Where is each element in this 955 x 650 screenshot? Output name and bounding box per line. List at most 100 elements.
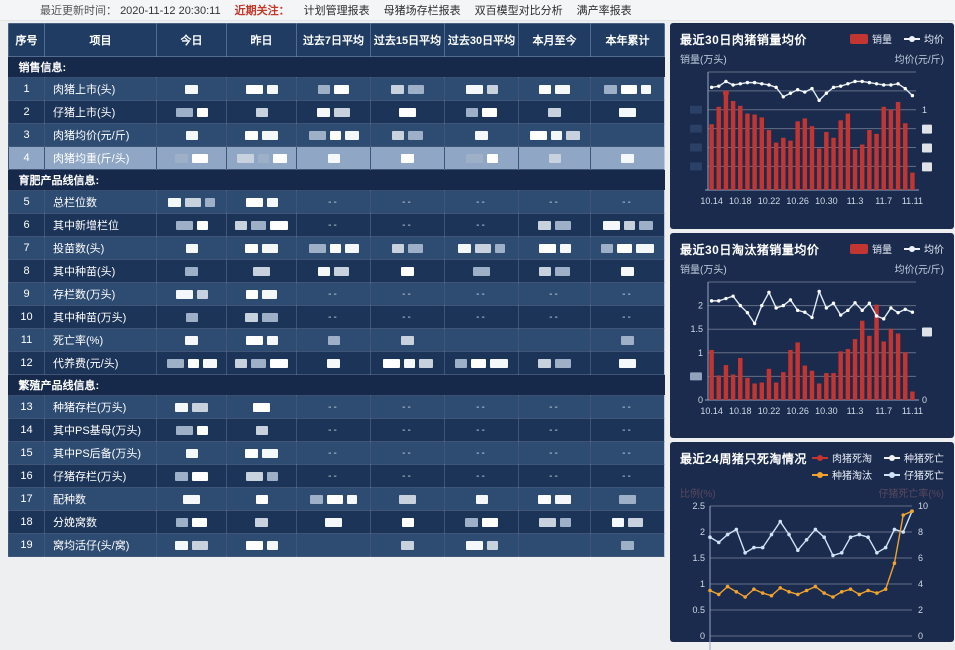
table-row[interactable]: 14 其中PS基母(万头) -- -- -- -- -- xyxy=(8,418,665,442)
svg-text:6: 6 xyxy=(918,553,923,563)
svg-text:1: 1 xyxy=(698,348,703,358)
redacted-value-block xyxy=(192,402,208,412)
table-row[interactable]: 17 配种数 xyxy=(8,487,665,511)
table-row[interactable]: 9 存栏数(万头) -- -- -- -- -- xyxy=(8,282,665,306)
table-row[interactable]: 7 投苗数(头) xyxy=(8,236,665,260)
redacted-value-block xyxy=(176,517,188,527)
data-cell xyxy=(518,100,591,124)
table-row[interactable]: 11 死亡率(%) xyxy=(8,328,665,352)
data-cell xyxy=(370,123,445,147)
report-link-model-compare[interactable]: 双百模型对比分析 xyxy=(474,5,563,17)
data-cell xyxy=(370,510,445,534)
legend-item-piglet-death[interactable]: 仔猪死亡 xyxy=(884,467,944,482)
cull-sales-chart-canvas: 10.14 10.18 10.22 10.26 10.30 11.3 11.7 11.11 2 1… xyxy=(690,281,932,416)
table-row[interactable]: 8 其中种苗(头) xyxy=(8,259,665,283)
redacted-value-block xyxy=(192,153,208,163)
row-number-cell: 18 xyxy=(8,510,45,534)
table-row[interactable]: 4 肉猪均重(斤/头) xyxy=(8,146,665,170)
svg-text:11.3: 11.3 xyxy=(847,196,864,206)
table-row[interactable]: 12 代养费(元/头) xyxy=(8,351,665,375)
data-cell xyxy=(444,123,519,147)
data-cell xyxy=(156,351,227,375)
pig-sales-chart-card: 最近30日肉猪销量均价 销量 均价 销量(万头) 均价(元/斤) 10.14 10… xyxy=(670,23,954,229)
redacted-value-block xyxy=(246,289,258,299)
redacted-value-block xyxy=(418,358,433,368)
legend-label-price: 均价 xyxy=(924,35,944,46)
data-cell xyxy=(518,77,591,101)
redacted-value-block xyxy=(245,471,263,481)
main-layout: 序号 项目 今日 昨日 过去7日平均 过去15日平均 过去30日平均 本月至今 … xyxy=(0,21,955,650)
legend-item-price[interactable]: 均价 xyxy=(904,241,944,256)
table-row[interactable]: 15 其中PS后备(万头) -- -- -- -- -- xyxy=(8,441,665,465)
redacted-value-block xyxy=(538,243,556,253)
left-axis-label: 销量(万头) xyxy=(680,265,727,276)
report-link-full-capacity[interactable]: 满产率报表 xyxy=(576,5,632,17)
legend-item-volume[interactable]: 销量 xyxy=(850,241,892,256)
redacted-value-block xyxy=(475,243,491,253)
no-data-dash: -- xyxy=(622,289,633,300)
redacted-value-block xyxy=(465,517,478,527)
data-cell xyxy=(518,328,591,352)
row-number-cell: 5 xyxy=(8,190,45,214)
data-cell: -- xyxy=(444,441,519,465)
redacted-value-block xyxy=(327,153,340,163)
legend-item-pig-death-cull[interactable]: 肉猪死淘 xyxy=(812,450,872,465)
data-cell xyxy=(590,510,665,534)
redacted-value-block xyxy=(325,517,342,527)
redacted-value-block xyxy=(621,153,634,163)
data-cell: -- xyxy=(590,418,665,442)
table-row[interactable]: 10 其中种苗(万头) -- -- -- -- -- xyxy=(8,305,665,329)
data-cell xyxy=(444,487,519,511)
report-link-sow-inventory[interactable]: 母猪场存栏报表 xyxy=(383,5,461,17)
legend-label-volume: 销量 xyxy=(872,35,892,46)
mortality-chart-title: 最近24周猪只死淘情况 xyxy=(680,452,807,466)
redacted-value-block xyxy=(266,197,278,207)
svg-text:1: 1 xyxy=(700,579,705,589)
svg-text:10.22: 10.22 xyxy=(758,196,781,206)
redacted-value-block xyxy=(641,84,651,94)
no-data-dash: -- xyxy=(328,312,339,323)
data-cell xyxy=(226,100,297,124)
no-data-dash: -- xyxy=(402,402,413,413)
row-label-cell: 肉猪均价(元/斤) xyxy=(44,123,157,147)
redacted-value-block xyxy=(486,84,498,94)
table-row[interactable]: 6 其中新增栏位 -- -- -- xyxy=(8,213,665,237)
legend-label-price: 均价 xyxy=(924,245,944,256)
data-cell xyxy=(590,328,665,352)
legend-item-breeder-death[interactable]: 种猪死亡 xyxy=(884,450,944,465)
table-row[interactable]: 5 总栏位数 -- -- -- -- -- xyxy=(8,190,665,214)
svg-text:11.7: 11.7 xyxy=(875,196,892,206)
table-row[interactable]: 16 仔猪存栏(万头) -- -- -- -- -- xyxy=(8,464,665,488)
legend-item-volume[interactable]: 销量 xyxy=(850,31,892,46)
row-number-cell: 17 xyxy=(8,487,45,511)
data-cell: -- xyxy=(518,418,591,442)
legend-item-price[interactable]: 均价 xyxy=(904,31,944,46)
legend-item-breeder-cull[interactable]: 种猪淘汰 xyxy=(812,467,872,482)
table-row[interactable]: 1 肉猪上市(头) xyxy=(8,77,665,101)
row-label-cell: 死亡率(%) xyxy=(44,328,157,352)
data-cell: -- xyxy=(518,441,591,465)
redacted-value-block xyxy=(192,471,208,481)
table-row[interactable]: 2 仔猪上市(头) xyxy=(8,100,665,124)
redacted-value-block xyxy=(175,402,188,412)
table-row[interactable]: 3 肉猪均价(元/斤) xyxy=(8,123,665,147)
redacted-value-block xyxy=(253,266,270,276)
table-row[interactable]: 13 种猪存栏(万头) -- -- -- -- -- xyxy=(8,395,665,419)
row-label-cell: 存栏数(万头) xyxy=(44,282,157,306)
redacted-value-block xyxy=(559,243,571,253)
data-cell xyxy=(226,305,297,329)
no-data-dash: -- xyxy=(622,197,633,208)
table-row[interactable]: 19 窝均活仔(头/窝) xyxy=(8,533,665,557)
svg-text:10.22: 10.22 xyxy=(758,406,781,416)
redacted-value-block xyxy=(175,220,193,230)
redacted-value-block xyxy=(475,130,488,140)
svg-text:0: 0 xyxy=(922,395,927,405)
no-data-dash: -- xyxy=(549,402,560,413)
redacted-value-block xyxy=(185,448,198,458)
table-row[interactable]: 18 分娩窝数 xyxy=(8,510,665,534)
report-link-plan[interactable]: 计划管理报表 xyxy=(303,5,370,17)
redacted-value-block xyxy=(317,107,330,117)
row-number-cell: 7 xyxy=(8,236,45,260)
row-label-cell: 其中种苗(万头) xyxy=(44,305,157,329)
col-header-7day-avg: 过去7日平均 xyxy=(296,23,371,57)
